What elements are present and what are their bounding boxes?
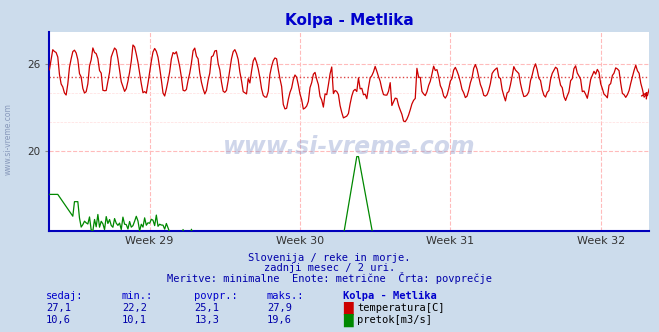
Text: 13,3: 13,3	[194, 315, 219, 325]
Text: 19,6: 19,6	[267, 315, 292, 325]
Text: www.si-vreme.com: www.si-vreme.com	[223, 135, 476, 159]
Text: 10,6: 10,6	[46, 315, 71, 325]
Text: zadnji mesec / 2 uri.: zadnji mesec / 2 uri.	[264, 263, 395, 273]
Text: Meritve: minimalne  Enote: metrične  Črta: povprečje: Meritve: minimalne Enote: metrične Črta:…	[167, 272, 492, 284]
Text: temperatura[C]: temperatura[C]	[357, 303, 445, 313]
Text: 27,9: 27,9	[267, 303, 292, 313]
Text: Kolpa - Metlika: Kolpa - Metlika	[343, 291, 436, 301]
Text: maks.:: maks.:	[267, 291, 304, 301]
Text: sedaj:: sedaj:	[46, 291, 84, 301]
Text: 25,1: 25,1	[194, 303, 219, 313]
Text: █: █	[343, 313, 353, 327]
Text: 27,1: 27,1	[46, 303, 71, 313]
Text: █: █	[343, 301, 353, 315]
Text: Slovenija / reke in morje.: Slovenija / reke in morje.	[248, 253, 411, 263]
Text: www.si-vreme.com: www.si-vreme.com	[3, 104, 13, 175]
Text: pretok[m3/s]: pretok[m3/s]	[357, 315, 432, 325]
Text: povpr.:: povpr.:	[194, 291, 238, 301]
Title: Kolpa - Metlika: Kolpa - Metlika	[285, 13, 414, 28]
Text: min.:: min.:	[122, 291, 153, 301]
Text: 10,1: 10,1	[122, 315, 147, 325]
Text: 22,2: 22,2	[122, 303, 147, 313]
